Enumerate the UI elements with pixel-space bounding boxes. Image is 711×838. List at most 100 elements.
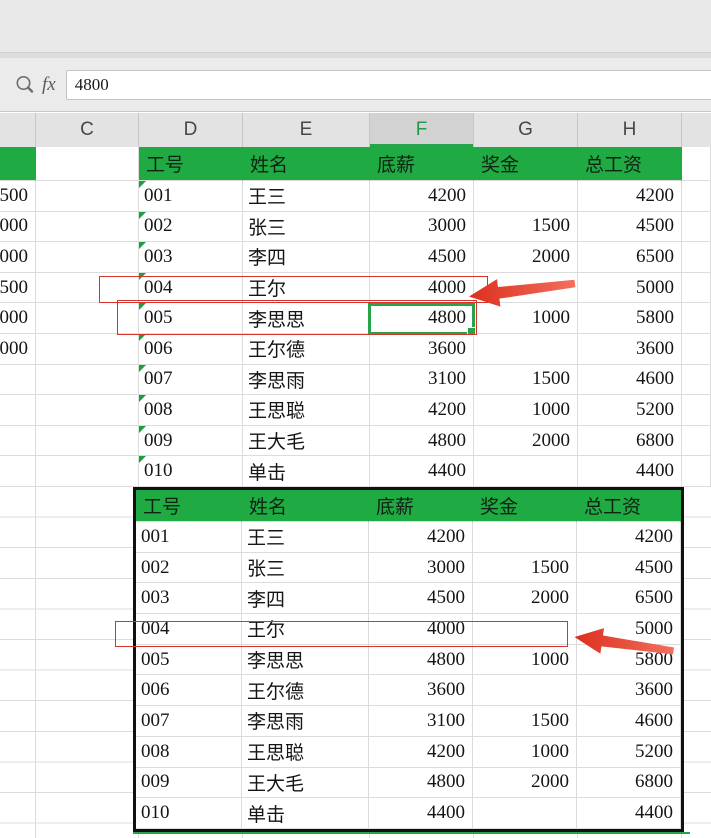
cell-C9[interactable] (36, 395, 139, 426)
cell-E2[interactable]: 王三 (243, 181, 370, 212)
cell-C10[interactable] (36, 425, 139, 457)
cell-D8[interactable]: 007 (139, 364, 243, 396)
cell-B5[interactable]: 500 (0, 272, 36, 304)
cell-H6[interactable]: 5800 (578, 303, 682, 334)
cell-G1[interactable]: 奖金 (474, 147, 578, 181)
column-header-d[interactable]: D (139, 113, 243, 147)
cell-G3[interactable]: 1500 (474, 211, 578, 243)
cell-H7[interactable]: 3600 (578, 333, 682, 365)
cell-I9[interactable] (682, 395, 711, 426)
cell-D9[interactable]: 008 (139, 395, 243, 426)
cell-B4[interactable]: 000 (0, 242, 36, 273)
cell-G11[interactable] (474, 456, 578, 487)
pasted-table-picture[interactable]: 工号 姓名 底薪 奖金 总工资 001 王三 4200 4200 002 张三 … (133, 487, 684, 832)
cell-F10[interactable]: 4800 (370, 425, 474, 457)
column-header-f-selected[interactable]: F (370, 113, 474, 147)
cell-H10[interactable]: 6800 (578, 425, 682, 457)
cell-C6[interactable] (36, 303, 139, 334)
cell-H4[interactable]: 6500 (578, 242, 682, 273)
column-header-c[interactable]: C (36, 113, 139, 147)
cell-I3[interactable] (682, 211, 711, 243)
cell-H1[interactable]: 总工资 (578, 147, 682, 181)
zoom-magnifier-icon[interactable] (12, 72, 38, 98)
cell-I8[interactable] (682, 364, 711, 396)
cell-E5[interactable]: 王尔 (243, 272, 370, 304)
column-header-h[interactable]: H (578, 113, 682, 147)
active-cell-border[interactable] (368, 303, 476, 336)
cell-I1[interactable] (682, 147, 711, 181)
cell-F4[interactable]: 4500 (370, 242, 474, 273)
cell-B11[interactable] (0, 456, 36, 487)
cell-I11[interactable] (682, 456, 711, 487)
cell-F11[interactable]: 4400 (370, 456, 474, 487)
cell-G10[interactable]: 2000 (474, 425, 578, 457)
cell-D6[interactable]: 005 (139, 303, 243, 334)
cell-D11[interactable]: 010 (139, 456, 243, 487)
cell-D4[interactable]: 003 (139, 242, 243, 273)
cell-F2[interactable]: 4200 (370, 181, 474, 212)
cell-E8[interactable]: 李思雨 (243, 364, 370, 396)
cell-B3[interactable]: 000 (0, 211, 36, 243)
cell-H9[interactable]: 5200 (578, 395, 682, 426)
cell-E6[interactable]: 李思思 (243, 303, 370, 334)
cell-F9[interactable]: 4200 (370, 395, 474, 426)
cell-E11[interactable]: 单击 (243, 456, 370, 487)
column-header-e[interactable]: E (243, 113, 370, 147)
cell-B9[interactable] (0, 395, 36, 426)
column-header-i-partial[interactable] (682, 113, 711, 147)
cell-D5[interactable]: 004 (139, 272, 243, 304)
cell-G4[interactable]: 2000 (474, 242, 578, 273)
cell-F7[interactable]: 3600 (370, 333, 474, 365)
cell-I4[interactable] (682, 242, 711, 273)
cell-D3[interactable]: 002 (139, 211, 243, 243)
fill-handle[interactable] (467, 327, 476, 336)
cell-B7[interactable]: 000 (0, 333, 36, 365)
cell-G6[interactable]: 1000 (474, 303, 578, 334)
cell-E9[interactable]: 王思聪 (243, 395, 370, 426)
cell-D2[interactable]: 001 (139, 181, 243, 212)
cell-C11[interactable] (36, 456, 139, 487)
cell-D10[interactable]: 009 (139, 425, 243, 457)
cell-E3[interactable]: 张三 (243, 211, 370, 243)
cell-G8[interactable]: 1500 (474, 364, 578, 396)
cell-F5[interactable]: 4000 (370, 272, 474, 304)
cell-H5[interactable]: 5000 (578, 272, 682, 304)
cell-C5[interactable] (36, 272, 139, 304)
cell-G2[interactable] (474, 181, 578, 212)
column-header-b-partial[interactable] (0, 113, 36, 147)
cell-C2[interactable] (36, 181, 139, 212)
cell-I2[interactable] (682, 181, 711, 212)
cell-C1[interactable] (36, 147, 139, 181)
cell-C8[interactable] (36, 364, 139, 396)
cell-C7[interactable] (36, 333, 139, 365)
cell-I6[interactable] (682, 303, 711, 334)
cell-I5[interactable] (682, 272, 711, 304)
cell-C3[interactable] (36, 211, 139, 243)
cell-E4[interactable]: 李四 (243, 242, 370, 273)
fx-icon[interactable]: fx (42, 73, 56, 95)
cell-G7[interactable] (474, 333, 578, 365)
cell-I7[interactable] (682, 333, 711, 365)
cell-B10[interactable] (0, 425, 36, 457)
formula-input[interactable] (65, 69, 711, 100)
cell-H8[interactable]: 4600 (578, 364, 682, 396)
cell-E1[interactable]: 姓名 (243, 147, 370, 181)
cell-B8[interactable] (0, 364, 36, 396)
cell-F3[interactable]: 3000 (370, 211, 474, 243)
cell-G5[interactable] (474, 272, 578, 304)
cell-B1[interactable] (0, 147, 36, 181)
cell-I10[interactable] (682, 425, 711, 457)
column-header-g[interactable]: G (474, 113, 578, 147)
cell-E7[interactable]: 王尔德 (243, 333, 370, 365)
cell-D7[interactable]: 006 (139, 333, 243, 365)
cell-F8[interactable]: 3100 (370, 364, 474, 396)
cell-B2[interactable]: 500 (0, 181, 36, 212)
cell-F1[interactable]: 底薪 (370, 147, 474, 181)
cell-B6[interactable]: 000 (0, 303, 36, 334)
cell-E10[interactable]: 王大毛 (243, 425, 370, 457)
cell-D1[interactable]: 工号 (139, 147, 243, 181)
cell-G9[interactable]: 1000 (474, 395, 578, 426)
cell-H3[interactable]: 4500 (578, 211, 682, 243)
cell-H2[interactable]: 4200 (578, 181, 682, 212)
cell-H11[interactable]: 4400 (578, 456, 682, 487)
